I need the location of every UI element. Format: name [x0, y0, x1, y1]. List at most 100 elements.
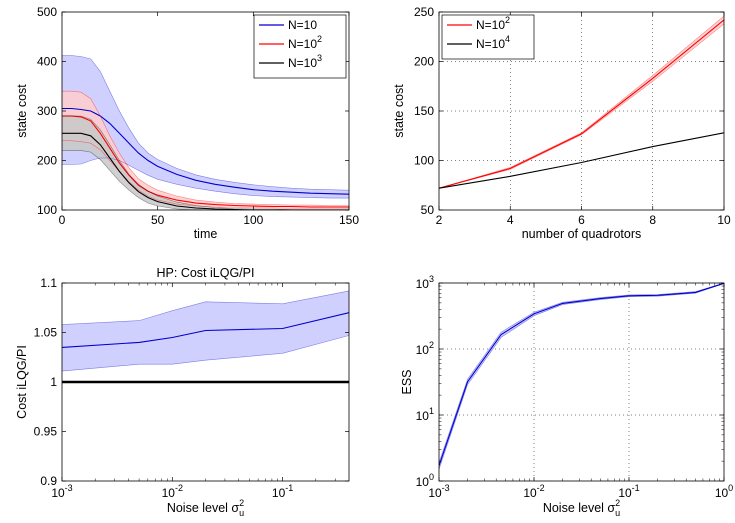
- legend-entry-sup: 2: [505, 15, 510, 25]
- y-tick-label: 103: [416, 274, 434, 291]
- legend-entry-text: N=10: [476, 18, 505, 32]
- plot-area: [439, 283, 724, 481]
- legend-entry-text: N=10: [288, 37, 317, 51]
- legend-entry: N=10: [288, 18, 317, 32]
- series-band-upper-0: [62, 55, 349, 191]
- x-tick-label-base: 10: [162, 486, 176, 500]
- x-axis-label-sup: 2: [239, 498, 244, 508]
- series-line-0: [439, 19, 724, 189]
- y-tick-label-exp: 3: [429, 274, 434, 284]
- x-tick-label: 10-3: [428, 483, 449, 500]
- series-band-1: [62, 91, 349, 209]
- x-tick-label-base: 10: [715, 486, 729, 500]
- x-tick-label-base: 10: [618, 486, 632, 500]
- x-tick-label: 100: [715, 483, 733, 500]
- x-axis-label: Noise level σ2 u: [167, 498, 244, 518]
- x-axis-label: number of quadrotors: [522, 227, 642, 241]
- x-tick-label: 10: [717, 213, 731, 227]
- series-line-1: [439, 132, 724, 189]
- x-tick-label: 10-2: [162, 483, 183, 500]
- legend-entry: N=102: [288, 34, 322, 51]
- series-band-upper-0: [439, 15, 724, 189]
- x-tick-label: 2: [436, 213, 443, 227]
- x-tick-label: 6: [578, 213, 585, 227]
- series-band-lower-0: [439, 283, 724, 470]
- y-tick-label: 200: [37, 154, 57, 168]
- y-axis-label: state cost: [392, 84, 406, 138]
- y-tick-label: 0.95: [34, 425, 58, 439]
- y-tick-label-exp: 2: [429, 340, 434, 350]
- y-tick-label-base: 10: [416, 409, 430, 423]
- y-tick-label: 100: [414, 154, 434, 168]
- legend-entry-text: N=10: [288, 18, 317, 32]
- series-band-0: [62, 55, 349, 199]
- y-tick-label-base: 10: [416, 343, 430, 357]
- series-line-1: [62, 115, 349, 208]
- series-band-0: [439, 283, 724, 470]
- legend-entry-sup: 2: [317, 34, 322, 44]
- plot-state-cost-vs-time: 0 50 100 150 100 200 300 400 500 time state cost N=…: [15, 5, 359, 241]
- x-tick-label-exp: -1: [632, 483, 640, 493]
- x-tick-label: 10-3: [51, 483, 72, 500]
- legend-entry-text: N=10: [288, 56, 317, 70]
- y-tick-label: 500: [37, 5, 57, 19]
- x-tick-label: 8: [649, 213, 656, 227]
- x-tick-label-exp: -1: [285, 483, 293, 493]
- x-tick-label-base: 10: [523, 486, 537, 500]
- y-tick-label: 150: [414, 104, 434, 118]
- series-line-0: [439, 283, 724, 466]
- y-tick-label: 1.05: [34, 326, 58, 340]
- series-band-lower-0: [62, 157, 349, 199]
- series-band-lower-0: [439, 23, 724, 189]
- x-axis-label: Noise level σ2 u: [543, 498, 620, 518]
- axes-box: [438, 282, 725, 482]
- y-tick-label-base: 10: [416, 475, 430, 489]
- x-tick-label: 10-1: [272, 483, 293, 500]
- series-line-2: [62, 132, 349, 210]
- legend-box: [441, 14, 535, 60]
- y-tick-label: 100: [416, 472, 434, 489]
- y-tick-label: 300: [37, 104, 57, 118]
- y-tick-label: 100: [37, 203, 57, 217]
- x-axis-label-text: Noise level σ: [167, 501, 240, 515]
- legend-entry-sup: 4: [505, 34, 510, 44]
- x-tick-label-exp: 0: [728, 483, 733, 493]
- x-axis-label-sup: 2: [615, 498, 620, 508]
- series-band-upper-1: [62, 90, 349, 206]
- data-layer: [439, 283, 724, 470]
- plot-state-cost-vs-quadrotors: 2 4 6 8 10 50 100 150 200 250 number of quadrotors…: [392, 5, 731, 241]
- series-band-lower-0: [62, 335, 349, 372]
- legend-entry: N=102: [476, 15, 510, 32]
- legend-entry-sup: 3: [317, 53, 322, 63]
- series-line-0: [62, 107, 349, 195]
- y-tick-label: 250: [414, 5, 434, 19]
- y-axis-label: state cost: [15, 84, 29, 138]
- x-tick-label-base: 10: [51, 486, 65, 500]
- x-tick-label: 150: [339, 213, 359, 227]
- y-tick-label: 101: [416, 406, 434, 423]
- series-band-lower-1: [62, 140, 349, 209]
- series-band-upper-0: [62, 290, 349, 325]
- x-tick-label-exp: -2: [175, 483, 183, 493]
- x-axis-label-sub: u: [239, 508, 244, 518]
- chart-title: HP: Cost iLQG/PI: [157, 266, 255, 280]
- data-layer: [62, 290, 349, 384]
- x-tick-label-exp: -2: [537, 483, 545, 493]
- x-axis-label-sub: u: [615, 508, 620, 518]
- legend-entry: N=104: [476, 34, 510, 51]
- series-band-upper-2: [62, 115, 349, 210]
- y-axis-label: ESS: [400, 369, 414, 394]
- y-tick-label: 1: [50, 375, 57, 389]
- y-tick-label: 50: [421, 203, 435, 217]
- y-tick-label-exp: 1: [429, 406, 434, 416]
- y-tick-label: 400: [37, 55, 57, 69]
- x-tick-label-exp: -3: [65, 483, 73, 493]
- y-tick-label: 200: [414, 55, 434, 69]
- y-tick-label: 1.1: [40, 276, 57, 290]
- legend-entry-text: N=10: [476, 37, 505, 51]
- x-tick-label: 10-1: [618, 483, 639, 500]
